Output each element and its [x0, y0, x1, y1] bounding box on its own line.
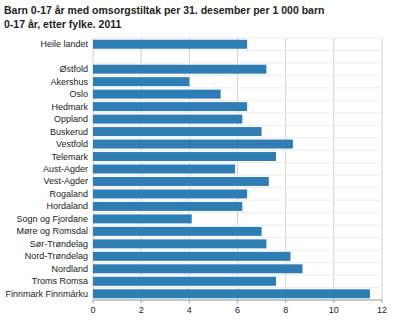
- row-separator: [93, 275, 382, 276]
- x-tick-label: 0: [90, 305, 95, 315]
- x-tick: [237, 300, 238, 303]
- category-label: Aust-Agder: [43, 164, 88, 174]
- row-separator: [93, 50, 382, 51]
- category-label: Troms Romsa: [32, 276, 88, 286]
- x-tick-label: 8: [283, 305, 288, 315]
- x-tick-label: 6: [235, 305, 240, 315]
- bar: [93, 65, 266, 74]
- category-label: Oppland: [54, 114, 88, 124]
- category-label: Møre og Romsdal: [16, 226, 88, 236]
- row-separator: [93, 100, 382, 101]
- bar: [93, 90, 221, 99]
- category-label: Nordland: [51, 264, 88, 274]
- category-label: Hordaland: [46, 201, 88, 211]
- row-separator: [93, 287, 382, 288]
- bar: [93, 165, 235, 174]
- bar: [93, 239, 266, 248]
- bar: [93, 214, 192, 223]
- row-separator: [93, 187, 382, 188]
- row-separator: [93, 112, 382, 113]
- grid: [93, 38, 382, 300]
- bar: [93, 115, 242, 124]
- bar: [93, 227, 262, 236]
- bar: [93, 189, 247, 198]
- bar: [93, 289, 370, 298]
- bars: [93, 40, 370, 299]
- category-label: Heile landet: [40, 39, 88, 49]
- row-separator: [93, 38, 382, 39]
- row-separator: [93, 62, 382, 63]
- row-separator: [93, 125, 382, 126]
- x-tick: [382, 300, 383, 303]
- category-label: Østfold: [59, 64, 88, 74]
- bar: [93, 152, 276, 161]
- bar: [93, 40, 247, 49]
- x-tick: [333, 300, 334, 303]
- bar: [93, 77, 189, 86]
- subtitle: 0-17 år, etter fylke. 2011: [4, 18, 121, 30]
- x-tick: [141, 300, 142, 303]
- bar: [93, 177, 269, 186]
- row-separator: [93, 212, 382, 213]
- title: Barn 0-17 år med omsorgstiltak per 31. d…: [4, 4, 324, 16]
- category-label: Rogaland: [49, 189, 88, 199]
- bar: [93, 102, 247, 111]
- row-separator: [93, 250, 382, 251]
- bar: [93, 252, 290, 261]
- category-label: Telemark: [51, 152, 88, 162]
- row-separator: [93, 87, 382, 88]
- x-tick-label: 4: [187, 305, 192, 315]
- row-separator: [93, 262, 382, 263]
- row-separator: [93, 75, 382, 76]
- category-label: Nord-Trøndelag: [25, 251, 88, 261]
- category-label: Oslo: [69, 89, 88, 99]
- row-separator: [93, 175, 382, 176]
- row-separator: [93, 150, 382, 151]
- chart-svg: Barn 0-17 år med omsorgstiltak per 31. d…: [0, 0, 396, 320]
- category-label: Hedmark: [51, 102, 88, 112]
- x-axis: 0 2 4 6 8 10 12: [90, 300, 387, 315]
- x-tick: [285, 300, 286, 303]
- bar: [93, 127, 262, 136]
- category-label: Sogn og Fjordane: [16, 214, 88, 224]
- chart-container: Barn 0-17 år med omsorgstiltak per 31. d…: [0, 0, 396, 320]
- x-tick-label: 10: [329, 305, 339, 315]
- bar: [93, 140, 293, 149]
- x-tick-label: 12: [377, 305, 387, 315]
- bar: [93, 264, 303, 273]
- grid-line: [333, 38, 334, 300]
- row-separator: [93, 162, 382, 163]
- row-separator: [93, 200, 382, 201]
- row-separator: [93, 237, 382, 238]
- bar: [93, 277, 276, 286]
- row-separator: [93, 225, 382, 226]
- grid-line: [382, 38, 383, 300]
- category-label: Akershus: [50, 77, 88, 87]
- category-label: Vestfold: [56, 139, 88, 149]
- x-tick-label: 2: [139, 305, 144, 315]
- bar: [93, 202, 242, 211]
- category-label: Buskerud: [50, 127, 88, 137]
- category-label: Finnmark Finnmárku: [5, 289, 88, 299]
- x-tick: [189, 300, 190, 303]
- category-label: Vest-Agder: [43, 176, 88, 186]
- row-separator: [93, 137, 382, 138]
- x-tick: [93, 300, 94, 303]
- category-label: Sør-Trøndelag: [30, 239, 88, 249]
